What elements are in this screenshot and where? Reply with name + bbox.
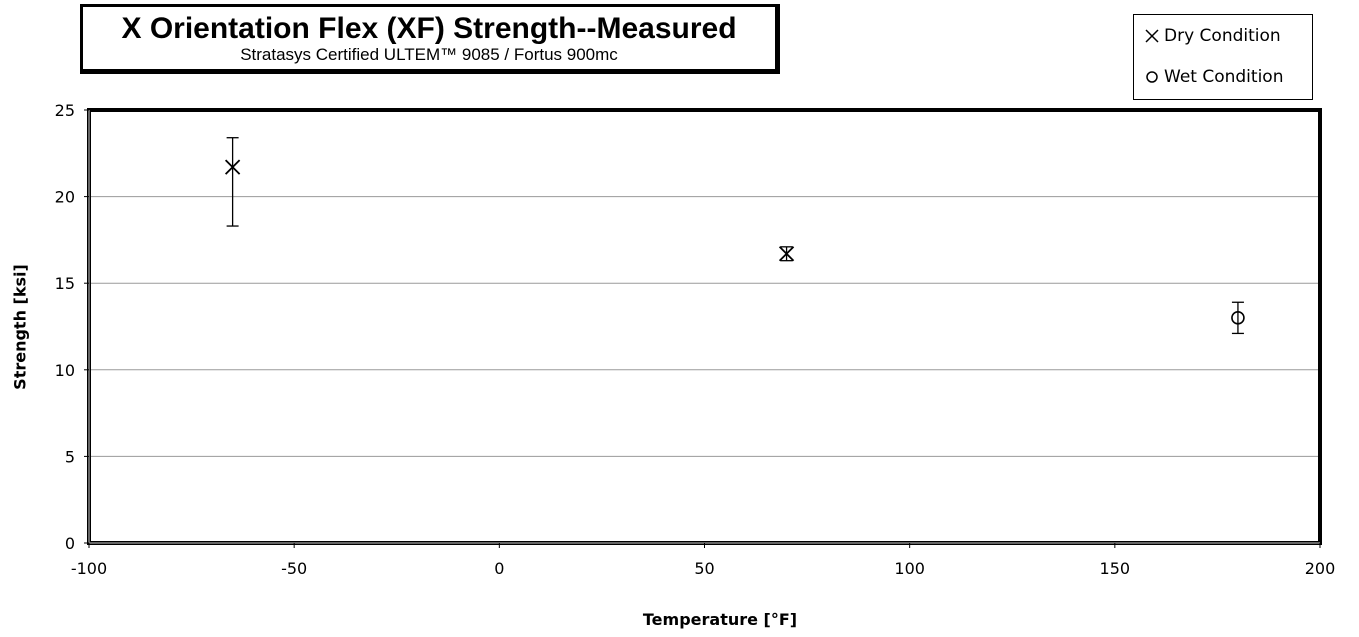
data-marks — [224, 137, 1245, 335]
chart-title: X Orientation Flex (XF) Strength--Measur… — [121, 12, 737, 45]
x-axis-title: Temperature [°F] — [642, 610, 798, 629]
y-tick-label: 15 — [55, 274, 75, 293]
legend-label-wet: Wet Condition — [1164, 67, 1284, 87]
plot-area-frame — [87, 108, 1322, 545]
legend: Dry Condition Wet Condition — [1133, 14, 1313, 100]
y-tick-label: 20 — [55, 188, 75, 207]
x-tick-label: -100 — [71, 559, 107, 578]
legend-item-dry: Dry Condition — [1144, 25, 1281, 47]
legend-label-dry: Dry Condition — [1164, 26, 1281, 46]
x-marker-stroke — [778, 246, 795, 262]
x-marker-stroke — [224, 159, 241, 175]
data-point-dry — [224, 159, 241, 175]
tick-labels: 0 5 10 15 20 25 -100 -50 0 50 100 150 200 — [55, 101, 1336, 578]
x-tick-label: 200 — [1305, 559, 1336, 578]
x-tick-label: 150 — [1100, 559, 1131, 578]
axes — [84, 109, 1321, 548]
y-tick-label: 0 — [65, 534, 75, 553]
y-tick-label: 25 — [55, 101, 75, 120]
data-point-dry — [778, 246, 795, 262]
x-tick-label: 0 — [494, 559, 504, 578]
chart-title-box: X Orientation Flex (XF) Strength--Measur… — [80, 4, 780, 74]
legend-item-wet: Wet Condition — [1144, 66, 1283, 88]
y-tick-label: 5 — [65, 447, 75, 466]
x-tick-label: 100 — [894, 559, 925, 578]
x-marker-icon — [1145, 29, 1159, 43]
y-tick-label: 10 — [55, 361, 75, 380]
x-tick-label: 50 — [694, 559, 714, 578]
x-tick-label: -50 — [281, 559, 307, 578]
data-point-wet — [1231, 311, 1245, 325]
y-axis-title: Strength [ksi] — [10, 264, 30, 390]
circle-marker-icon — [1146, 71, 1158, 83]
gridlines — [89, 196, 1320, 457]
chart-subtitle: Stratasys Certified ULTEM™ 9085 / Fortus… — [240, 45, 618, 64]
